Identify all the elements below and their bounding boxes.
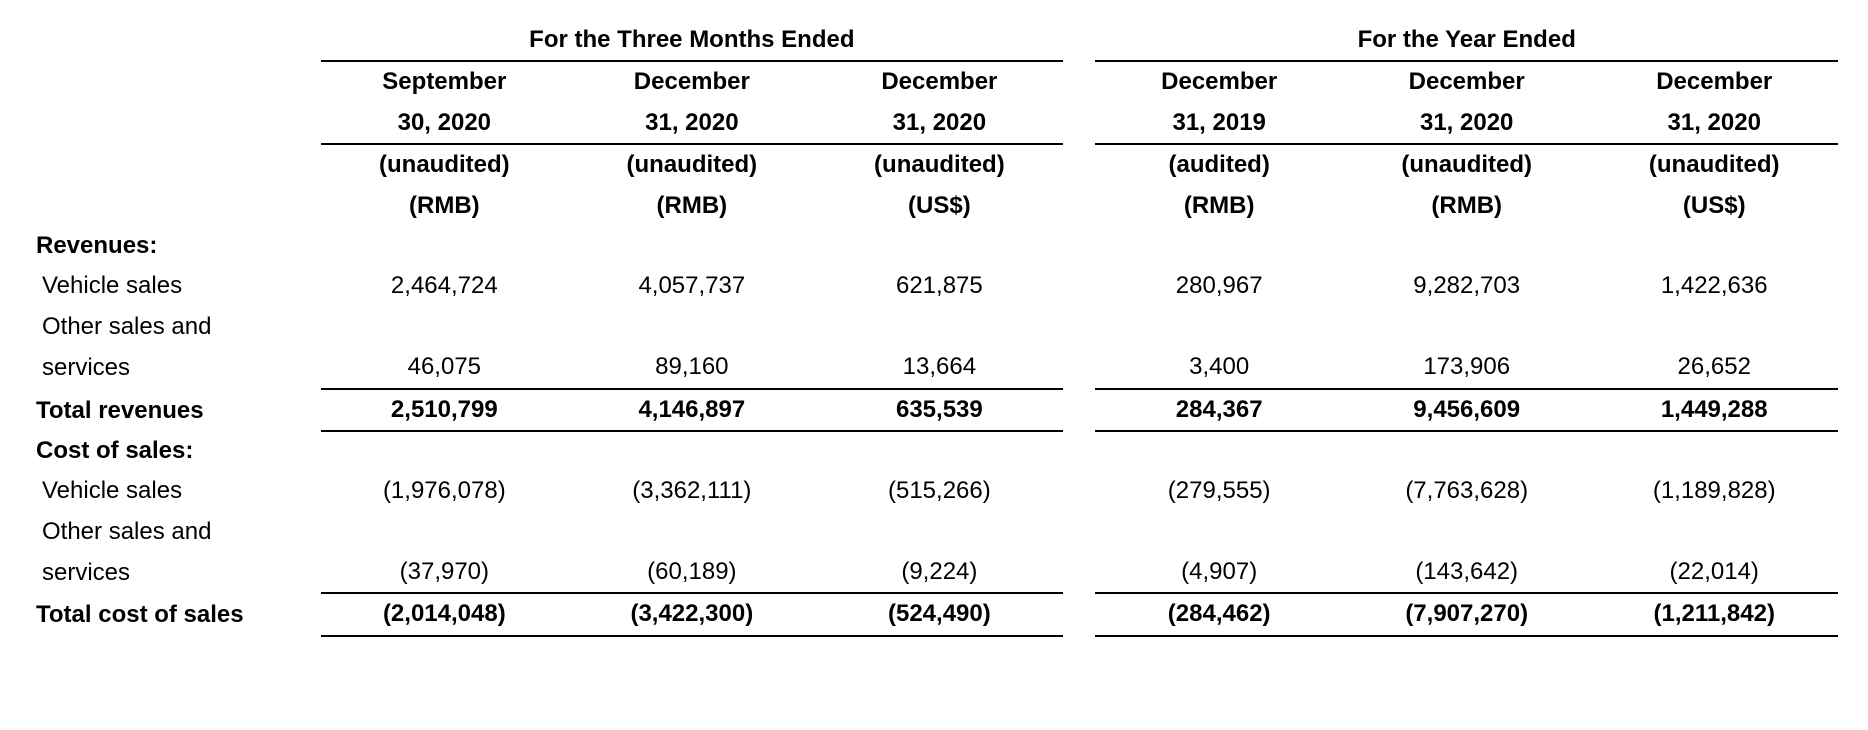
col-audit: (unaudited) bbox=[568, 144, 816, 185]
cell: (1,976,078) bbox=[321, 471, 569, 511]
cell: (515,266) bbox=[816, 471, 1064, 511]
cell: (2,014,048) bbox=[321, 593, 569, 635]
financial-table: For the Three Months Ended For the Year … bbox=[30, 20, 1838, 637]
row-label: services bbox=[30, 552, 321, 593]
cell: 9,282,703 bbox=[1343, 266, 1591, 306]
col-currency: (US$) bbox=[1590, 186, 1838, 226]
col-date: 31, 2020 bbox=[568, 103, 816, 144]
col-date: December bbox=[816, 61, 1064, 102]
cell: (143,642) bbox=[1343, 552, 1591, 593]
col-date: December bbox=[1343, 61, 1591, 102]
cell: (7,763,628) bbox=[1343, 471, 1591, 511]
cell: 621,875 bbox=[816, 266, 1064, 306]
col-audit: (audited) bbox=[1095, 144, 1343, 185]
col-date: September bbox=[321, 61, 569, 102]
cell: (284,462) bbox=[1095, 593, 1343, 635]
group-header-1: For the Three Months Ended bbox=[321, 20, 1064, 61]
cell: (1,211,842) bbox=[1590, 593, 1838, 635]
cell: (4,907) bbox=[1095, 552, 1343, 593]
cell: (9,224) bbox=[816, 552, 1064, 593]
cell: 173,906 bbox=[1343, 347, 1591, 388]
col-date: 31, 2020 bbox=[1343, 103, 1591, 144]
table-row: Vehicle sales (1,976,078) (3,362,111) (5… bbox=[30, 471, 1838, 511]
row-label: Total cost of sales bbox=[30, 593, 321, 635]
cell: (37,970) bbox=[321, 552, 569, 593]
col-date: December bbox=[1095, 61, 1343, 102]
table-row: services 46,075 89,160 13,664 3,400 173,… bbox=[30, 347, 1838, 388]
cell: 46,075 bbox=[321, 347, 569, 388]
cell: (60,189) bbox=[568, 552, 816, 593]
table-row-total: Total cost of sales (2,014,048) (3,422,3… bbox=[30, 593, 1838, 635]
cell: 4,057,737 bbox=[568, 266, 816, 306]
cell: (22,014) bbox=[1590, 552, 1838, 593]
row-label: Other sales and bbox=[30, 512, 321, 552]
table-row: Other sales and bbox=[30, 307, 1838, 347]
group-header-2: For the Year Ended bbox=[1095, 20, 1838, 61]
col-audit: (unaudited) bbox=[1590, 144, 1838, 185]
cell: 280,967 bbox=[1095, 266, 1343, 306]
col-currency: (RMB) bbox=[1343, 186, 1591, 226]
col-date: December bbox=[568, 61, 816, 102]
cell: 89,160 bbox=[568, 347, 816, 388]
section-cost: Cost of sales: bbox=[30, 431, 321, 471]
cell: 284,367 bbox=[1095, 389, 1343, 431]
row-label: Total revenues bbox=[30, 389, 321, 431]
col-audit: (unaudited) bbox=[321, 144, 569, 185]
row-label: Vehicle sales bbox=[30, 266, 321, 306]
cell: (3,362,111) bbox=[568, 471, 816, 511]
col-date: 31, 2020 bbox=[816, 103, 1064, 144]
table-row-total: Total revenues 2,510,799 4,146,897 635,5… bbox=[30, 389, 1838, 431]
row-label: Vehicle sales bbox=[30, 471, 321, 511]
col-date: 31, 2019 bbox=[1095, 103, 1343, 144]
cell: 1,449,288 bbox=[1590, 389, 1838, 431]
cell: 26,652 bbox=[1590, 347, 1838, 388]
cell: 2,464,724 bbox=[321, 266, 569, 306]
col-audit: (unaudited) bbox=[1343, 144, 1591, 185]
cell: 1,422,636 bbox=[1590, 266, 1838, 306]
col-date: 31, 2020 bbox=[1590, 103, 1838, 144]
cell: 4,146,897 bbox=[568, 389, 816, 431]
cell: (279,555) bbox=[1095, 471, 1343, 511]
cell: (7,907,270) bbox=[1343, 593, 1591, 635]
cell: (3,422,300) bbox=[568, 593, 816, 635]
col-currency: (RMB) bbox=[1095, 186, 1343, 226]
cell: 3,400 bbox=[1095, 347, 1343, 388]
row-label: services bbox=[30, 347, 321, 388]
table-row: Other sales and bbox=[30, 512, 1838, 552]
col-date: December bbox=[1590, 61, 1838, 102]
cell: (524,490) bbox=[816, 593, 1064, 635]
table-row: services (37,970) (60,189) (9,224) (4,90… bbox=[30, 552, 1838, 593]
cell: (1,189,828) bbox=[1590, 471, 1838, 511]
cell: 2,510,799 bbox=[321, 389, 569, 431]
table-row: Vehicle sales 2,464,724 4,057,737 621,87… bbox=[30, 266, 1838, 306]
cell: 13,664 bbox=[816, 347, 1064, 388]
col-currency: (US$) bbox=[816, 186, 1064, 226]
col-currency: (RMB) bbox=[321, 186, 569, 226]
cell: 635,539 bbox=[816, 389, 1064, 431]
row-label: Other sales and bbox=[30, 307, 321, 347]
col-date: 30, 2020 bbox=[321, 103, 569, 144]
col-currency: (RMB) bbox=[568, 186, 816, 226]
col-audit: (unaudited) bbox=[816, 144, 1064, 185]
section-revenues: Revenues: bbox=[30, 226, 321, 266]
cell: 9,456,609 bbox=[1343, 389, 1591, 431]
